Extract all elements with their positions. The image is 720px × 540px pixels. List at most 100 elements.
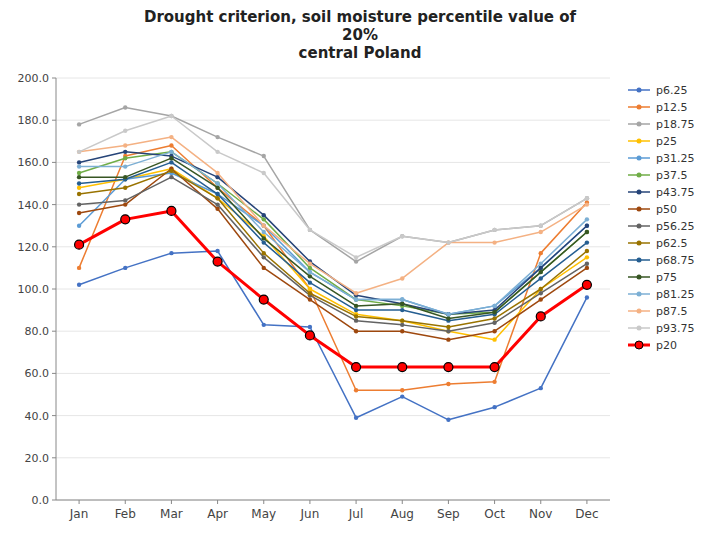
title: Drought criterion, soil moisture percent… [144, 8, 577, 62]
point [446, 325, 450, 329]
x-tick-label: Jul [348, 507, 363, 521]
point [77, 224, 81, 228]
x-tick-label: Oct [484, 507, 505, 521]
point [77, 283, 81, 287]
point [77, 186, 81, 190]
axes: 0.020.040.060.080.0100.0120.0140.0160.01… [18, 72, 611, 521]
point [169, 251, 173, 255]
y-tick-label: 100.0 [18, 283, 50, 296]
y-tick [52, 415, 56, 416]
legend-label: p37.5 [656, 169, 687, 182]
point [539, 287, 543, 291]
point [492, 304, 496, 308]
point [169, 150, 173, 154]
title-line: 20% [342, 26, 378, 44]
point [539, 224, 543, 228]
line [79, 162, 587, 320]
point [262, 230, 266, 234]
point [77, 192, 81, 196]
y-tick [52, 246, 56, 247]
point [308, 287, 312, 291]
x-tick [356, 500, 357, 504]
x-tick-label: Nov [529, 507, 552, 521]
y-tick [52, 78, 56, 79]
point [539, 224, 543, 228]
point [585, 295, 589, 299]
point [446, 240, 450, 244]
legend-label: p31.25 [656, 152, 694, 165]
point [492, 321, 496, 325]
line [79, 152, 587, 314]
point [585, 196, 589, 200]
point [585, 202, 589, 206]
y-tick-label: 40.0 [25, 410, 50, 423]
point [308, 297, 312, 301]
line [79, 171, 587, 327]
point [77, 171, 81, 175]
point [259, 295, 268, 304]
point [444, 363, 453, 372]
point [446, 312, 450, 316]
series [75, 206, 592, 371]
point [262, 240, 266, 244]
x-tick [540, 500, 541, 504]
point [169, 175, 173, 179]
point [492, 329, 496, 333]
point [539, 287, 543, 291]
point [262, 224, 266, 228]
point [492, 316, 496, 320]
legend-marker [637, 224, 642, 229]
point [354, 308, 358, 312]
line [79, 211, 587, 367]
y-tick-label: 60.0 [25, 367, 50, 380]
point [400, 234, 404, 238]
point [123, 156, 127, 160]
point [492, 228, 496, 232]
point [77, 181, 81, 185]
point [308, 274, 312, 278]
x-axis-line [56, 500, 610, 501]
point [352, 363, 361, 372]
point [77, 160, 81, 164]
point [308, 280, 312, 284]
legend-label: p87.5 [656, 305, 687, 318]
point [585, 249, 589, 253]
series [77, 160, 589, 323]
series [77, 167, 589, 342]
series [77, 114, 589, 260]
point [354, 329, 358, 333]
point [262, 236, 266, 240]
series [77, 167, 589, 342]
point [490, 363, 499, 372]
point [123, 105, 127, 109]
point [446, 312, 450, 316]
legend: p6.25p12.5p18.75p25p31.25p37.5p43.75p50p… [628, 84, 694, 352]
point [308, 291, 312, 295]
point [492, 337, 496, 341]
plot-area [75, 105, 592, 422]
point [585, 230, 589, 234]
point [539, 297, 543, 301]
point [400, 388, 404, 392]
x-tick-label: Apr [207, 507, 228, 521]
point [400, 318, 404, 322]
point [400, 318, 404, 322]
point [585, 240, 589, 244]
series [77, 143, 589, 392]
grid-line [56, 204, 610, 205]
point [308, 270, 312, 274]
y-tick [52, 162, 56, 163]
legend-marker [637, 326, 642, 331]
x-tick [309, 500, 310, 504]
point [262, 213, 266, 217]
legend-label: p50 [656, 203, 677, 216]
point [169, 114, 173, 118]
legend-marker [637, 122, 642, 127]
point [167, 206, 176, 215]
x-tick [448, 500, 449, 504]
point [169, 160, 173, 164]
x-tick [217, 500, 218, 504]
point [215, 181, 219, 185]
x-tick [171, 500, 172, 504]
title-line: central Poland [299, 44, 422, 62]
